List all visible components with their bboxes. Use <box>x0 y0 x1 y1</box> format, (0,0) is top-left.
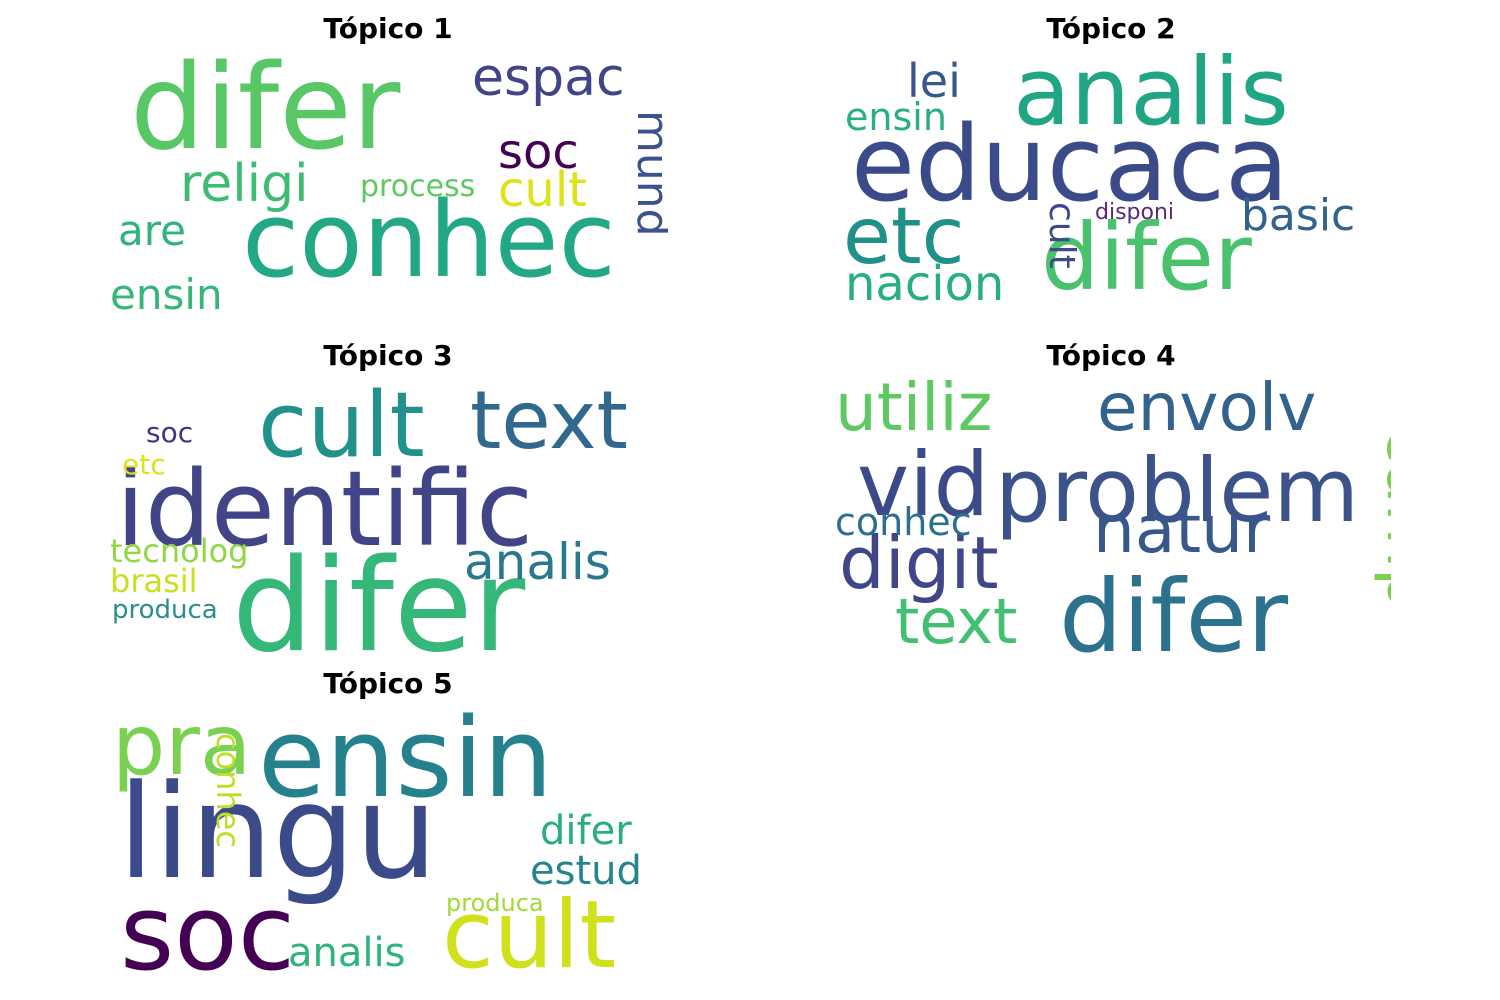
cloud-word: ensin <box>258 703 553 822</box>
cloud-word: soc <box>146 416 194 449</box>
cloud-word: difer <box>540 808 632 854</box>
cloud-word: cult <box>258 375 425 478</box>
cloud-word: problem <box>995 439 1360 542</box>
cloud-word: conhec <box>209 733 247 849</box>
cloud-word: envolv <box>1097 375 1317 446</box>
cloud-word: etc <box>843 192 965 282</box>
cloud-word: educaca <box>851 103 1289 225</box>
cloud-word: cult <box>442 881 617 990</box>
cloud-word: camp <box>1372 427 1391 610</box>
cloud-word: etc <box>122 448 166 481</box>
cloud-word: digit <box>839 521 999 605</box>
cloud-word: mund <box>627 110 668 237</box>
cloud-word: difer <box>1041 204 1252 311</box>
panel-title: Tópico 5 <box>323 667 453 700</box>
cloud-word: soc <box>120 872 295 993</box>
wordcloud-5: lingu ensin soc cult pra difer estud analis conh… <box>108 703 668 993</box>
panel-title: Tópico 1 <box>323 12 453 45</box>
cloud-word: lingu <box>118 756 438 908</box>
panel-title: Tópico 3 <box>323 339 453 372</box>
wordcloud-2: educaca analis difer etc lei ensin basic nacion… <box>831 48 1391 338</box>
cloud-word: text <box>470 375 628 467</box>
cloud-word: vid <box>857 433 990 536</box>
cloud-word: estud <box>530 848 642 894</box>
cloud-word: tecnolog <box>110 532 249 570</box>
cloud-word: brasil <box>110 562 198 600</box>
cloud-word: analis <box>1013 48 1289 147</box>
cloud-word: difer <box>130 48 401 176</box>
wordcloud-panel-5: Tópico 5 lingu ensin soc cult pra difer estud a… <box>108 667 668 989</box>
cloud-word: difer <box>232 532 526 666</box>
wordcloud-4: problem difer vid utiliz envolv natur digit tex… <box>831 375 1391 665</box>
cloud-word: basic <box>1241 190 1356 241</box>
cloud-word: utiliz <box>835 375 993 446</box>
cloud-word: religi <box>180 154 309 214</box>
wordcloud-panel-4: Tópico 4 problem difer vid utiliz envolv natu… <box>831 339 1391 665</box>
cloud-word: produca <box>112 595 218 625</box>
cloud-word: conhec <box>242 179 616 301</box>
panel-title: Tópico 2 <box>1046 12 1176 45</box>
wordcloud-panel-1: Tópico 1 difer conhec espac religi soc cult mu… <box>108 12 668 334</box>
cloud-word: conhec <box>835 500 972 544</box>
cloud-word: analis <box>464 533 611 591</box>
cloud-word: are <box>118 206 186 255</box>
cloud-word: ensin <box>110 270 223 319</box>
cloud-word: espac <box>472 48 625 108</box>
wordcloud-3: identific difer cult text analis soc etc tecnol… <box>108 375 668 666</box>
cloud-word: cult <box>1041 202 1082 269</box>
cloud-word: disponi <box>1095 200 1175 225</box>
cloud-word: natur <box>1093 491 1271 568</box>
wordcloud-panel-3: Tópico 3 identific difer cult text analis soc… <box>108 339 668 665</box>
cloud-word: nacion <box>845 256 1005 312</box>
wordcloud-1: difer conhec espac religi soc cult mund process… <box>108 48 668 338</box>
cloud-word: pra <box>112 703 252 794</box>
cloud-word: produca <box>446 889 544 917</box>
cloud-word: cult <box>498 162 587 218</box>
cloud-word: identific <box>116 448 534 570</box>
cloud-word: ensin <box>845 95 947 139</box>
cloud-word: lei <box>907 54 961 108</box>
cloud-word: analis <box>288 930 406 976</box>
panel-title: Tópico 4 <box>1046 339 1176 372</box>
cloud-word: process <box>360 169 476 204</box>
cloud-word: soc <box>498 124 579 180</box>
cloud-word: difer <box>1059 558 1289 666</box>
cloud-word: text <box>895 585 1018 658</box>
wordcloud-panel-2: Tópico 2 educaca analis difer etc lei ensin ba… <box>831 12 1391 334</box>
